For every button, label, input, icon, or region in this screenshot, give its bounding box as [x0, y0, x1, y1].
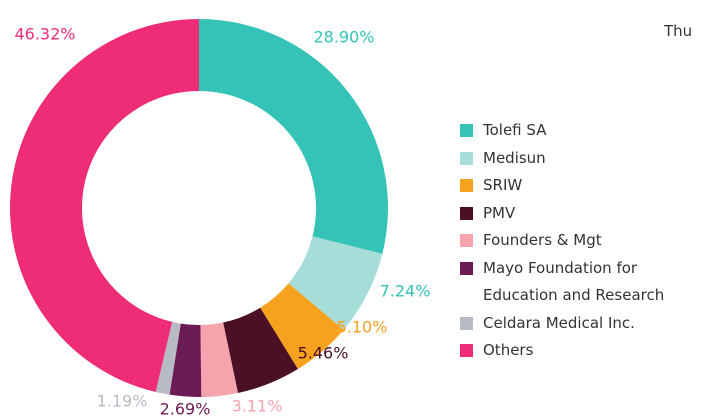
legend-label: PMV: [483, 203, 516, 222]
annotation: Thu: [664, 22, 693, 40]
slice: [169, 323, 202, 397]
value-label: 28.90%: [313, 28, 374, 47]
legend-swatch: [460, 234, 473, 247]
slice: [223, 307, 298, 393]
legend-swatch: [460, 206, 473, 220]
value-label: 5.46%: [298, 344, 349, 363]
legend-item: Celdara Medical Inc.: [460, 310, 670, 338]
legend-swatch: [460, 316, 473, 330]
legend-item: PMV: [460, 200, 670, 228]
legend-swatch: [460, 124, 473, 137]
slice: [260, 283, 344, 370]
legend-swatch: [460, 179, 473, 192]
slice: [288, 236, 383, 330]
legend: Tolefi SA Medisun SRIW PMV Founders & Mgt May…: [460, 117, 670, 365]
value-label: 2.69%: [160, 400, 211, 416]
legend-label: Others: [483, 341, 534, 359]
legend-label: Mayo Foundation for Education and Resear…: [483, 258, 665, 305]
slice: [155, 321, 181, 395]
slice: [9, 19, 200, 392]
legend-swatch: [460, 261, 473, 275]
legend-label: SRIW: [483, 176, 523, 194]
legend-item: Medisun: [460, 145, 670, 173]
legend-label: Medisun: [483, 148, 546, 167]
value-label: 46.32%: [14, 25, 75, 44]
value-label: 3.11%: [232, 397, 283, 416]
legend-item: Founders & Mgt: [460, 227, 670, 255]
value-label: 7.24%: [380, 282, 431, 301]
legend-item: Others: [460, 337, 670, 365]
legend-label: Celdara Medical Inc.: [483, 313, 635, 332]
legend-swatch: [460, 151, 473, 165]
legend-label: Tolefi SA: [483, 121, 547, 139]
slice: [200, 322, 238, 397]
legend-item: Mayo Foundation for Education and Resear…: [460, 255, 670, 310]
value-label: 1.19%: [97, 392, 148, 411]
slice: [199, 19, 388, 254]
value-label: 5.10%: [337, 318, 388, 337]
legend-swatch: [460, 344, 473, 357]
legend-item: Tolefi SA: [460, 117, 670, 145]
legend-label: Founders & Mgt: [483, 231, 602, 249]
legend-item: SRIW: [460, 172, 670, 200]
